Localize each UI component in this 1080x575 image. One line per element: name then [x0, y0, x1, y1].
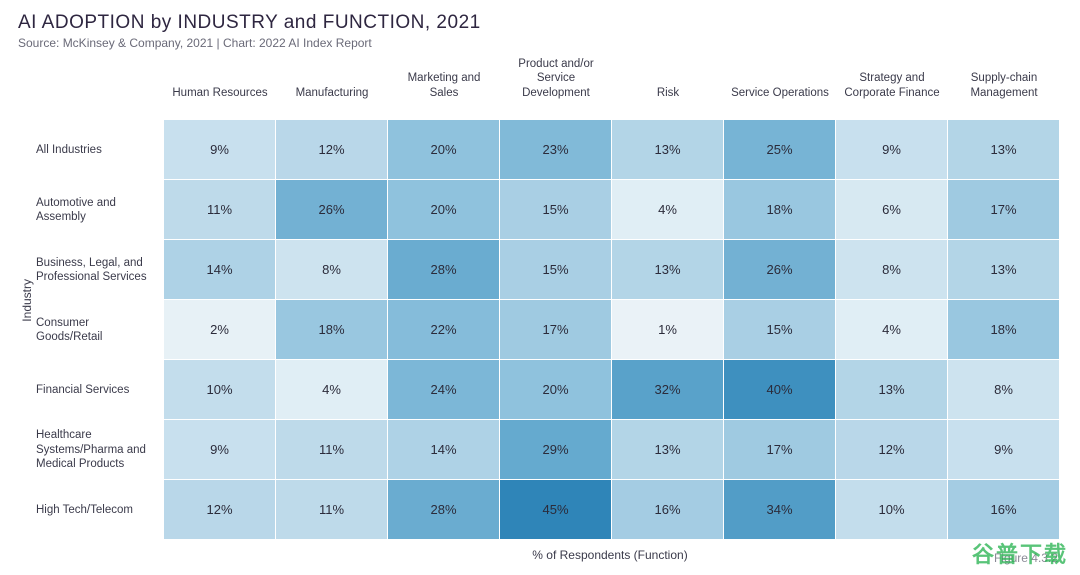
x-axis-label: % of Respondents (Function): [158, 548, 1062, 562]
heatmap-cell: 12%: [276, 120, 388, 180]
watermark-text: 谷普下载: [972, 537, 1068, 569]
row-header: Financial Services: [34, 360, 164, 420]
heatmap-cell: 24%: [388, 360, 500, 420]
heatmap-cell: 11%: [276, 480, 388, 540]
heatmap-cell: 15%: [500, 240, 612, 300]
row-header: Automotive and Assembly: [34, 180, 164, 240]
heatmap-cell: 11%: [164, 180, 276, 240]
heatmap-cell: 4%: [276, 360, 388, 420]
heatmap-cell: 40%: [724, 360, 836, 420]
row-header: Business, Legal, and Professional Servic…: [34, 240, 164, 300]
heatmap-cell: 12%: [164, 480, 276, 540]
column-header: Manufacturing: [276, 60, 388, 108]
heatmap-cell: 32%: [612, 360, 724, 420]
heatmap-cell: 6%: [836, 180, 948, 240]
heatmap-cell: 8%: [836, 240, 948, 300]
heatmap-cell: 4%: [836, 300, 948, 360]
chart-title: AI ADOPTION by INDUSTRY and FUNCTION, 20…: [18, 12, 1062, 34]
heatmap-cell: 17%: [948, 180, 1060, 240]
heatmap-cell: 18%: [948, 300, 1060, 360]
heatmap-cell: 4%: [612, 180, 724, 240]
heatmap-cell: 45%: [500, 480, 612, 540]
heatmap-cell: 13%: [612, 240, 724, 300]
heatmap-cell: 9%: [164, 120, 276, 180]
column-header: Supply-chain Management: [948, 60, 1060, 108]
heatmap-cell: 20%: [388, 180, 500, 240]
heatmap-cell: 23%: [500, 120, 612, 180]
heatmap-cell: 28%: [388, 240, 500, 300]
heatmap-cell: 9%: [164, 420, 276, 480]
heatmap-cell: 13%: [948, 240, 1060, 300]
heatmap-cell: 12%: [836, 420, 948, 480]
heatmap-cell: 17%: [724, 420, 836, 480]
column-header: Human Resources: [164, 60, 276, 108]
column-header: Product and/or Service Development: [500, 60, 612, 108]
heatmap-cell: 25%: [724, 120, 836, 180]
column-header: Service Operations: [724, 60, 836, 108]
heatmap-grid: Human ResourcesManufacturingMarketing an…: [34, 60, 1060, 540]
row-header: High Tech/Telecom: [34, 480, 164, 540]
heatmap-container: Industry Human ResourcesManufacturingMar…: [18, 60, 1062, 540]
heatmap-cell: 10%: [164, 360, 276, 420]
heatmap-cell: 9%: [948, 420, 1060, 480]
heatmap-cell: 1%: [612, 300, 724, 360]
heatmap-cell: 34%: [724, 480, 836, 540]
heatmap-cell: 28%: [388, 480, 500, 540]
heatmap-cell: 22%: [388, 300, 500, 360]
heatmap-cell: 2%: [164, 300, 276, 360]
chart-subtitle: Source: McKinsey & Company, 2021 | Chart…: [18, 36, 1062, 50]
heatmap-cell: 13%: [948, 120, 1060, 180]
heatmap-cell: 14%: [388, 420, 500, 480]
heatmap-cell: 15%: [724, 300, 836, 360]
heatmap-cell: 20%: [500, 360, 612, 420]
column-header: Risk: [612, 60, 724, 108]
heatmap-cell: 11%: [276, 420, 388, 480]
heatmap-cell: 13%: [836, 360, 948, 420]
heatmap-cell: 13%: [612, 120, 724, 180]
heatmap-cell: 26%: [276, 180, 388, 240]
heatmap-cell: 16%: [612, 480, 724, 540]
column-header: Marketing and Sales: [388, 60, 500, 108]
y-axis-label: Industry: [18, 279, 34, 322]
heatmap-cell: 18%: [724, 180, 836, 240]
column-header: Strategy and Corporate Finance: [836, 60, 948, 108]
heatmap-cell: 8%: [276, 240, 388, 300]
heatmap-cell: 13%: [612, 420, 724, 480]
heatmap-cell: 26%: [724, 240, 836, 300]
row-header: All Industries: [34, 120, 164, 180]
heatmap-cell: 29%: [500, 420, 612, 480]
grid-corner: [34, 60, 164, 108]
heatmap-cell: 20%: [388, 120, 500, 180]
heatmap-cell: 15%: [500, 180, 612, 240]
heatmap-cell: 9%: [836, 120, 948, 180]
heatmap-cell: 18%: [276, 300, 388, 360]
row-header: Healthcare Systems/Pharma and Medical Pr…: [34, 420, 164, 480]
heatmap-cell: 8%: [948, 360, 1060, 420]
heatmap-cell: 16%: [948, 480, 1060, 540]
heatmap-cell: 14%: [164, 240, 276, 300]
row-header: Consumer Goods/Retail: [34, 300, 164, 360]
heatmap-cell: 17%: [500, 300, 612, 360]
heatmap-cell: 10%: [836, 480, 948, 540]
